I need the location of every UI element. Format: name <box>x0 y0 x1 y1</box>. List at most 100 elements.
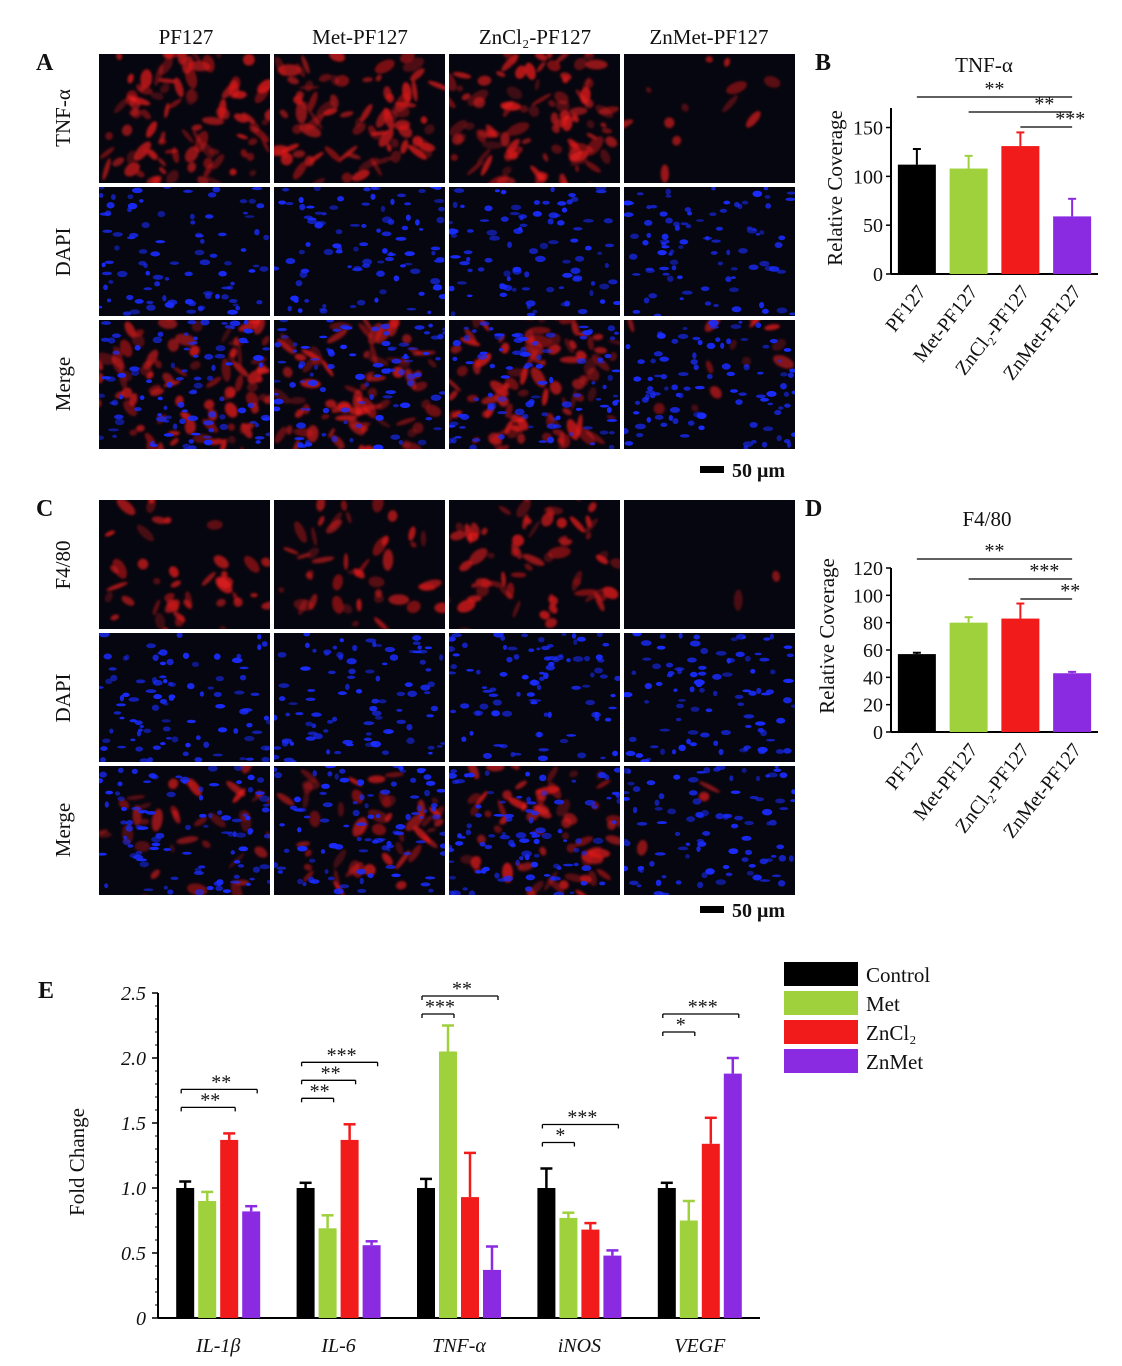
nucleus <box>656 821 668 825</box>
nucleus <box>364 803 369 809</box>
stain-spot <box>378 129 394 147</box>
nucleus <box>137 809 149 814</box>
nucleus <box>99 393 106 398</box>
bar <box>340 1139 359 1318</box>
nucleus <box>635 753 644 758</box>
nucleus <box>783 697 792 704</box>
nucleus <box>552 863 560 869</box>
nucleus <box>577 752 587 759</box>
nucleus <box>407 690 418 697</box>
nucleus <box>634 423 646 430</box>
stain-spot <box>560 72 572 81</box>
nucleus <box>584 245 592 251</box>
stain-spot <box>274 388 291 404</box>
x-tick-label: PF127 <box>881 282 931 337</box>
nucleus <box>367 873 374 879</box>
nucleus <box>765 689 774 695</box>
nucleus <box>695 219 705 222</box>
nucleus <box>163 405 168 411</box>
stain-spot <box>355 408 363 417</box>
nucleus <box>364 669 375 674</box>
nucleus <box>385 390 397 395</box>
nucleus <box>243 329 254 334</box>
stain-spot <box>542 388 549 406</box>
nucleus <box>692 352 697 359</box>
nucleus <box>307 218 317 225</box>
y-tick-label: 120 <box>853 558 883 580</box>
stain-spot <box>148 500 155 504</box>
micrograph-tile <box>99 54 270 183</box>
nucleus <box>720 729 732 736</box>
nucleus <box>450 890 461 895</box>
nucleus <box>321 783 330 789</box>
nucleus <box>573 639 578 645</box>
nucleus <box>646 417 652 423</box>
nucleus <box>524 271 530 278</box>
nucleus <box>752 874 762 881</box>
nucleus <box>489 235 500 241</box>
nucleus <box>418 291 425 296</box>
nucleus <box>571 685 582 690</box>
nucleus <box>356 822 367 827</box>
nucleus <box>475 813 482 818</box>
nucleus <box>682 327 688 330</box>
nucleus <box>168 694 176 700</box>
micrograph-tile <box>274 54 445 183</box>
x-tick-label: iNOS <box>558 1335 601 1357</box>
nucleus <box>361 202 371 206</box>
nucleus <box>334 773 339 780</box>
stain-spot <box>339 901 354 921</box>
stain-spot <box>197 176 209 183</box>
nucleus <box>236 653 242 659</box>
nucleus <box>561 633 567 637</box>
nucleus <box>262 803 270 807</box>
nucleus <box>380 323 391 330</box>
stain-spot <box>332 595 344 614</box>
nucleus <box>456 281 467 285</box>
nucleus <box>505 366 514 370</box>
nucleus <box>650 204 658 209</box>
nucleus <box>274 398 284 405</box>
tile-content <box>449 766 620 895</box>
stain-spot <box>493 825 502 834</box>
nucleus <box>175 775 183 779</box>
stain-spot <box>167 338 179 352</box>
nucleus <box>230 880 241 884</box>
nucleus <box>374 374 382 378</box>
nucleus <box>374 715 383 720</box>
nucleus <box>539 676 545 681</box>
nucleus <box>131 187 143 194</box>
stain-spot <box>106 582 128 591</box>
nucleus <box>650 358 656 364</box>
nucleus <box>503 285 513 292</box>
panel-letter-e: E <box>38 978 54 1004</box>
stain-spot <box>449 409 455 425</box>
nucleus <box>488 327 494 331</box>
scale-bar-bottom <box>700 906 724 913</box>
legend-label: ZnCl₂ <box>866 1021 917 1045</box>
nucleus <box>219 396 225 402</box>
stain-spot <box>467 792 481 804</box>
nucleus <box>185 742 191 748</box>
nucleus <box>487 405 495 412</box>
nucleus <box>624 791 630 795</box>
nucleus <box>326 766 336 768</box>
y-tick-label: 0 <box>136 1308 146 1330</box>
bar <box>537 1188 556 1318</box>
nucleus <box>524 362 533 368</box>
stain-spot <box>126 150 137 165</box>
stain-layer <box>99 54 270 183</box>
stain-spot <box>213 555 229 569</box>
stain-spot <box>157 320 178 329</box>
stain-spot <box>449 390 458 401</box>
nucleus <box>473 710 484 716</box>
nucleus <box>450 255 461 259</box>
nucleus <box>701 872 708 879</box>
nucleus <box>614 399 620 403</box>
nucleus <box>474 870 482 874</box>
nucleus <box>484 257 493 263</box>
nucleus <box>484 844 493 850</box>
stain-spot <box>352 389 363 409</box>
stain-spot <box>505 403 513 418</box>
nucleus <box>380 205 386 212</box>
